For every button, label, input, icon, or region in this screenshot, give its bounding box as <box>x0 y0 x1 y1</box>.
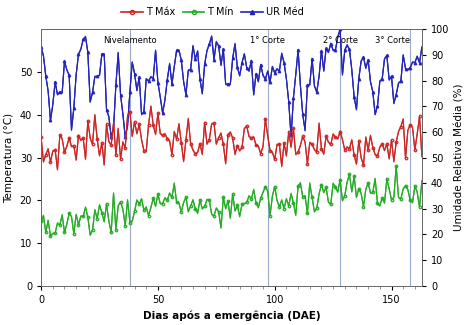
Y-axis label: Umidade Relativa Média (%): Umidade Relativa Média (%) <box>455 84 465 231</box>
Text: 1° Corte: 1° Corte <box>250 36 285 45</box>
Text: 2° Corte: 2° Corte <box>323 36 358 45</box>
Legend: T Máx, T Mín, UR Méd: T Máx, T Mín, UR Méd <box>118 4 307 21</box>
X-axis label: Dias após a emergência (DAE): Dias após a emergência (DAE) <box>143 310 320 321</box>
Text: 3° Corte: 3° Corte <box>375 36 410 45</box>
Y-axis label: Temperatura (°C): Temperatura (°C) <box>4 112 14 202</box>
Text: Nivelamento: Nivelamento <box>103 36 157 45</box>
